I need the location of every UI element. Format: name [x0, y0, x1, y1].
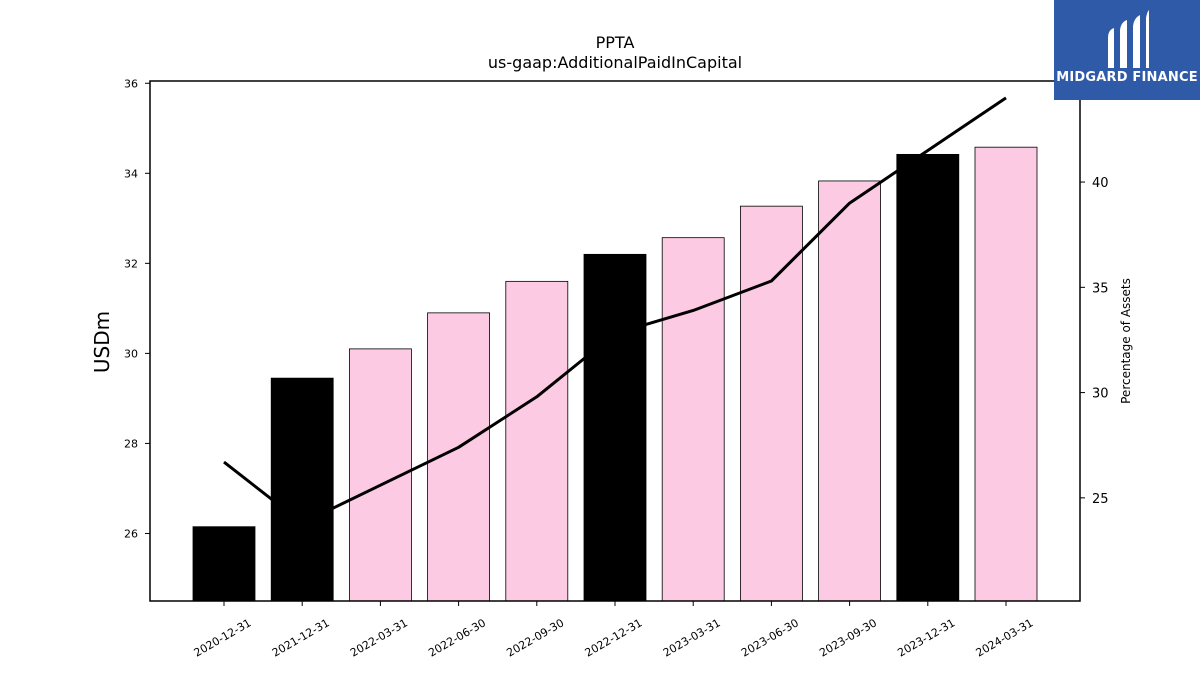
bar-2023-06-30: [740, 205, 803, 602]
x-tick-label: 2022-03-31: [348, 616, 410, 659]
y-axis-label-left: USDm: [90, 311, 114, 373]
x-tick-label: 2022-12-31: [583, 616, 645, 659]
x-tick-label: 2023-03-31: [661, 616, 723, 659]
bar-2020-12-31: [192, 526, 256, 602]
y-tick-label-left: 30: [124, 347, 138, 360]
y-tick-label-right: 40: [1092, 176, 1109, 191]
line-series: [223, 96, 1007, 525]
logo-text: MIDGARD FINANCE: [1056, 70, 1198, 85]
x-tick-label: 2024-03-31: [974, 616, 1036, 659]
x-tick-label: 2022-09-30: [504, 616, 566, 659]
y-axis-right: 25 30 35 40: [1080, 176, 1109, 507]
y-tick-label-left: 26: [124, 527, 138, 540]
bar-2022-12-31: [583, 253, 647, 602]
x-axis: 2020-12-31 2021-12-31 2022-03-31 2022-06-30…: [192, 601, 1036, 660]
y-tick-label-left: 36: [124, 77, 138, 90]
x-tick-label: 2021-12-31: [270, 616, 332, 659]
bar-2024-03-31: [974, 146, 1038, 602]
y-tick-label-left: 32: [124, 257, 138, 270]
y-tick-label-right: 25: [1092, 492, 1109, 507]
y-tick-label-left: 34: [124, 167, 138, 180]
y-axis-label-right: Percentage of Assets: [1119, 278, 1133, 404]
bar-2023-03-31: [661, 237, 725, 602]
bar-2023-12-31: [896, 153, 960, 602]
chart-title: PPTA: [596, 33, 635, 52]
bars-layer: [192, 146, 1038, 602]
bar-2023-09-30: [818, 180, 881, 602]
x-tick-label: 2023-12-31: [895, 616, 957, 659]
x-tick-label: 2023-06-30: [739, 616, 801, 659]
bar-2021-12-31: [270, 377, 334, 602]
y-tick-label-right: 35: [1092, 281, 1109, 296]
chart-subtitle: us-gaap:AdditionalPaidInCapital: [488, 53, 742, 72]
x-tick-label: 2020-12-31: [192, 616, 254, 659]
y-tick-label-right: 30: [1092, 387, 1109, 402]
y-axis-left: 26 28 30 32 34 36: [124, 77, 150, 540]
line-layer: [223, 96, 1007, 525]
logo: MIDGARD FINANCE: [1054, 0, 1200, 100]
logo-mark-icon: [1108, 10, 1149, 68]
y-tick-label-left: 28: [124, 437, 138, 450]
x-tick-label: 2023-09-30: [817, 616, 879, 659]
bar-2022-09-30: [505, 280, 569, 602]
x-tick-label: 2022-06-30: [426, 616, 488, 659]
